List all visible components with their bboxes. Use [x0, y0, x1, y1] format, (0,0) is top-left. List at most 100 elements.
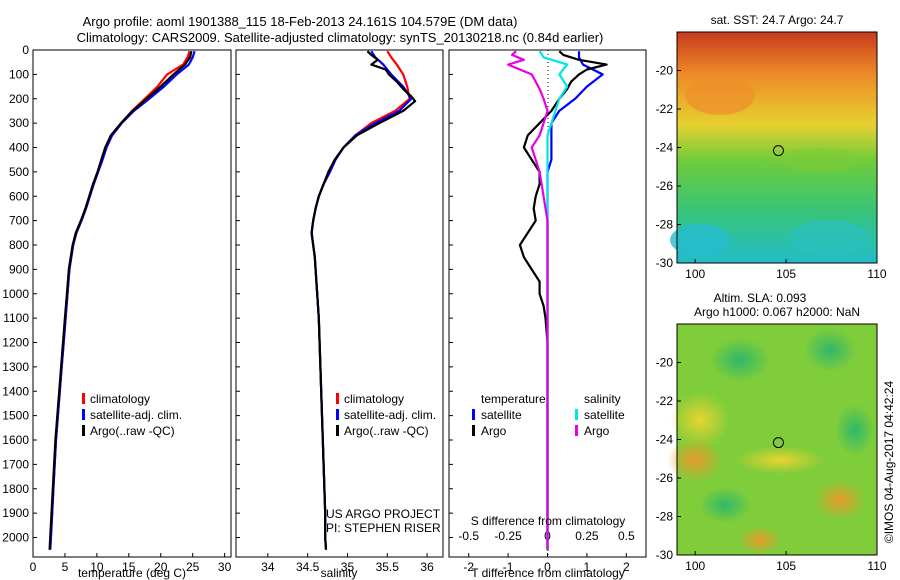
temperature-tick-labels: 0 5 10 15 20 25 30	[30, 553, 232, 574]
sla-map-title-line2: Argo h1000: 0.067 h2000: NaN	[694, 305, 860, 319]
legend-swatch-climatology	[82, 393, 85, 404]
sla-map-tick-labels: 100 105 110 -20 -22 -24 -26 -28 -30	[656, 356, 887, 574]
lat-tick-label: -30	[656, 256, 674, 270]
lon-tick-label: 105	[776, 559, 796, 573]
s-tick-label: 0.5	[618, 529, 635, 543]
sla-green-patch	[710, 338, 770, 382]
legend-swatch-climatology	[336, 393, 339, 404]
legend-swatch-sal-satellite	[575, 409, 578, 420]
imos-credit: ©IMOS 04-Aug-2017 04:42:24	[882, 381, 896, 544]
y-tick-label: 1200	[2, 336, 29, 350]
lat-tick-label: -26	[656, 471, 674, 485]
y-tick-label: 1400	[2, 384, 29, 398]
figure-title-line1: Argo profile: aoml 1901388_115 18-Feb-20…	[83, 14, 518, 29]
temperature-legend: climatology satellite-adj. clim. Argo(..…	[82, 392, 182, 438]
salinity-legend: climatology satellite-adj. clim. Argo(..…	[336, 392, 436, 438]
x-tick-label: 15	[122, 560, 136, 574]
sst-warm-patch	[685, 75, 755, 115]
x-tick-label: 0	[544, 560, 551, 574]
lon-tick-label: 110	[867, 267, 886, 281]
x-tick-label: 2	[623, 560, 630, 574]
sla-map-panel: Altim. SLA: 0.093 Argo h1000: 0.067 h200…	[656, 291, 887, 573]
temperature-panel: 0100200300400500600700800900100011001200…	[2, 43, 231, 580]
y-tick-label: 1700	[2, 457, 29, 471]
difference-legend: temperature salinity satellite Argo sate…	[472, 392, 625, 438]
sst-map-panel: sat. SST: 24.7 Argo: 24.7 100 105 110 -20 -2…	[656, 13, 887, 281]
temperature-xlabel: temperature (deg C)	[78, 566, 186, 580]
x-tick-label: 36	[420, 560, 434, 574]
difference-profile-lines	[507, 50, 608, 550]
y-tick-label: 1500	[2, 409, 29, 423]
y-tick-label: 400	[9, 141, 29, 155]
diff-series-salinity-argo	[507, 50, 549, 550]
sla-yellow-patch	[670, 392, 730, 448]
legend-label-climatology: climatology	[344, 392, 404, 406]
legend-label-climatology: climatology	[90, 392, 150, 406]
legend-label-temp-argo: Argo	[481, 424, 507, 438]
lat-tick-label: -24	[656, 433, 674, 447]
sla-orange-patch	[738, 526, 782, 554]
y-tick-label: 200	[9, 92, 29, 106]
y-tick-label: 0	[22, 43, 29, 57]
x-tick-label: 5	[62, 560, 69, 574]
y-tick-label: 2000	[2, 531, 29, 545]
s-difference-tick-labels: -0.5 -0.25 0 0.25 0.5	[458, 529, 635, 543]
sst-cyan-patch	[790, 220, 870, 256]
legend-title-temperature: temperature	[481, 392, 546, 406]
sla-map-title-line1: Altim. SLA: 0.093	[714, 291, 807, 305]
y-tick-label: 100	[9, 67, 29, 81]
y-tick-label: 600	[9, 189, 29, 203]
s-tick-label: -0.5	[458, 529, 479, 543]
sst-map-title: sat. SST: 24.7 Argo: 24.7	[711, 13, 844, 27]
x-tick-label: 25	[186, 560, 200, 574]
t-difference-tick-labels: -2 -1 0 1 2	[449, 49, 630, 574]
x-tick-label: 10	[90, 560, 104, 574]
legend-label-temp-satellite: satellite	[481, 408, 522, 422]
s-tick-label: 0.25	[575, 529, 599, 543]
y-tick-label: 500	[9, 165, 29, 179]
sla-orange-patch	[667, 438, 723, 482]
legend-title-salinity: salinity	[584, 392, 621, 406]
lat-tick-label: -26	[656, 179, 674, 193]
sla-yellow-patch	[735, 446, 825, 474]
y-tick-label: 1900	[2, 506, 29, 520]
depth-tick-labels: 0 100 200 300 400 500 600 700 800 900 1000 1100 1200…	[2, 43, 37, 545]
legend-label-sal-satellite: satellite	[584, 408, 625, 422]
lat-tick-label: -22	[656, 394, 674, 408]
legend-label-argo: Argo(..raw -QC)	[344, 424, 429, 438]
legend-label-satellite-adj: satellite-adj. clim.	[344, 408, 436, 422]
y-tick-label: 1000	[2, 287, 29, 301]
lon-tick-label: 100	[685, 559, 705, 573]
legend-swatch-temp-argo	[472, 425, 475, 436]
lat-tick-label: -20	[656, 64, 674, 78]
y-tick-label: 800	[9, 238, 29, 252]
y-tick-label: 1300	[2, 360, 29, 374]
salinity-axes-frame	[235, 49, 444, 558]
lat-tick-label: -30	[656, 548, 674, 562]
salinity-profile-lines	[310, 50, 417, 550]
y-tick-label: 300	[9, 116, 29, 130]
legend-swatch-argo	[82, 425, 85, 436]
y-tick-label: 900	[9, 262, 29, 276]
x-tick-label: -2	[463, 560, 474, 574]
t-difference-xlabel: T difference from climatology	[471, 566, 625, 580]
sla-green-patch	[804, 328, 856, 372]
lat-tick-label: -20	[656, 356, 674, 370]
sla-orange-patch	[814, 480, 866, 520]
sal-series-argo-raw-qc-	[310, 50, 417, 550]
lon-tick-label: 105	[776, 267, 796, 281]
temperature-axes-frame	[32, 49, 232, 558]
s-difference-xlabel: S difference from climatology	[471, 514, 626, 528]
pi-label: PI: STEPHEN RISER	[326, 521, 441, 535]
legend-swatch-satellite-adj	[336, 409, 339, 420]
sla-green-patch	[835, 404, 875, 456]
x-tick-label: 1	[584, 560, 591, 574]
lat-tick-label: -24	[656, 141, 674, 155]
sla-green-patch	[699, 487, 751, 523]
argo-location-marker	[772, 145, 784, 157]
lat-tick-label: -28	[656, 218, 674, 232]
lat-tick-label: -28	[656, 510, 674, 524]
sst-map-tick-labels: 100 105 110 -20 -22 -24 -26 -28 -30	[656, 64, 887, 282]
sst-cyan-patch	[670, 224, 730, 256]
x-tick-label: 35.5	[376, 560, 400, 574]
